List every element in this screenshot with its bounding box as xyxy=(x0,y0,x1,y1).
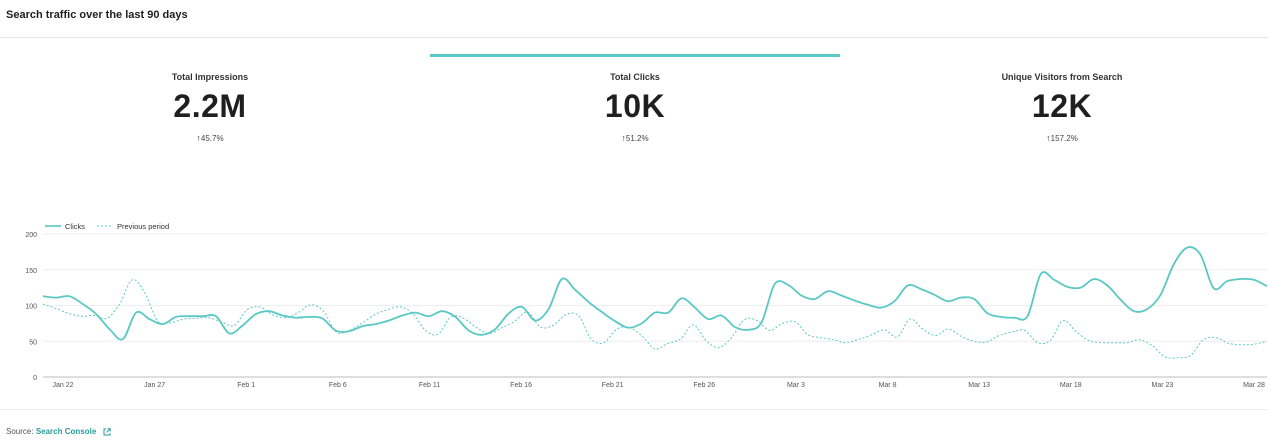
x-tick-label: Mar 3 xyxy=(787,382,805,389)
legend-label: Previous period xyxy=(117,222,169,231)
legend-label: Clicks xyxy=(65,222,85,231)
x-tick-label: Jan 27 xyxy=(144,382,165,389)
x-tick-label: Feb 6 xyxy=(329,382,347,389)
clicks-series-line xyxy=(42,246,1268,341)
metric-change: ↑51.2% xyxy=(430,133,840,143)
metric-change: ↑157.2% xyxy=(857,133,1267,143)
x-tick-label: Mar 23 xyxy=(1151,382,1173,389)
y-tick-label: 0 xyxy=(33,375,37,382)
footer-divider xyxy=(0,409,1268,410)
metric-change-value: 51.2% xyxy=(625,134,649,143)
page-title: Search traffic over the last 90 days xyxy=(6,9,188,21)
metric-tab-impressions[interactable]: Total Impressions 2.2M ↑45.7% xyxy=(5,72,415,143)
y-tick-label: 100 xyxy=(25,304,37,311)
x-tick-label: Mar 13 xyxy=(968,382,990,389)
x-tick-label: Mar 28 xyxy=(1243,382,1265,389)
active-metric-indicator xyxy=(430,54,840,57)
arrow-up-icon: ↑ xyxy=(621,133,626,143)
arrow-up-icon: ↑ xyxy=(196,133,201,143)
metric-value: 10K xyxy=(604,88,666,124)
y-tick-label: 150 xyxy=(25,268,37,275)
metric-label: Total Impressions xyxy=(171,72,249,82)
x-tick-label: Feb 26 xyxy=(693,382,715,389)
metric-value: 12K xyxy=(1031,88,1093,124)
y-tick-label: 50 xyxy=(29,339,37,346)
metric-tab-clicks[interactable]: Total Clicks 10K ↑51.2% xyxy=(430,72,840,143)
x-tick-label: Feb 1 xyxy=(237,382,255,389)
metric-label: Unique Visitors from Search xyxy=(1001,72,1123,82)
metric-value: 2.2M xyxy=(173,88,247,124)
x-tick-label: Feb 21 xyxy=(602,382,624,389)
source-label: Source: xyxy=(6,427,34,436)
metric-tab-unique-visitors[interactable]: Unique Visitors from Search 12K ↑157.2% xyxy=(857,72,1267,143)
metric-label: Total Clicks xyxy=(610,72,660,82)
x-tick-label: Feb 11 xyxy=(419,382,440,389)
previous-period-series-line xyxy=(42,279,1268,359)
x-tick-label: Feb 16 xyxy=(510,382,532,389)
x-tick-label: Mar 18 xyxy=(1060,382,1082,389)
source-line: Source: Search Console xyxy=(6,427,111,436)
metric-change-value: 157.2% xyxy=(1050,134,1078,143)
header-divider xyxy=(0,37,1268,38)
x-tick-label: Jan 22 xyxy=(52,382,73,389)
arrow-up-icon: ↑ xyxy=(1046,133,1051,143)
search-console-link[interactable]: Search Console xyxy=(35,427,97,436)
y-tick-label: 200 xyxy=(25,232,37,239)
metric-change: ↑45.7% xyxy=(5,133,415,143)
clicks-line-chart: 0 50 100 150 200 Jan 22 Jan 27 Feb 1 Feb 6 Feb 11… xyxy=(25,222,1268,389)
metric-change-value: 45.7% xyxy=(200,134,224,143)
x-tick-label: Mar 8 xyxy=(879,382,897,389)
external-link-icon[interactable] xyxy=(103,428,111,436)
